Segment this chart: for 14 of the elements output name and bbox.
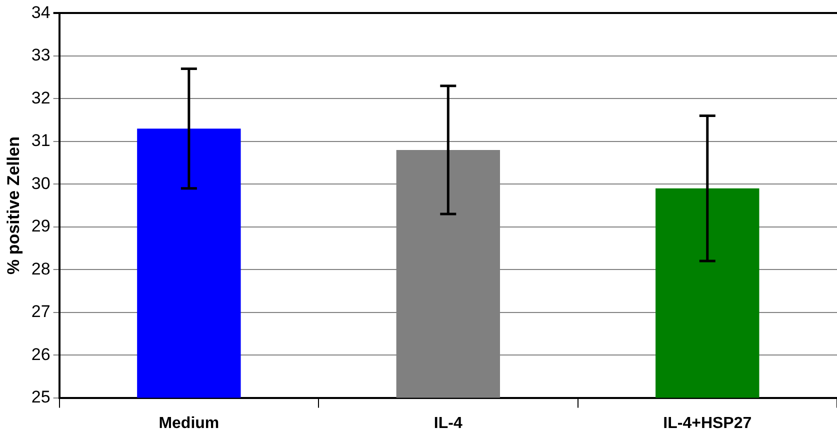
y-tick-label: 27: [31, 302, 50, 322]
y-tick-label: 25: [31, 387, 50, 406]
y-tick-label: 30: [31, 174, 50, 193]
x-tick-label: IL-4+HSP27: [663, 414, 752, 432]
y-tick-label: 33: [31, 46, 50, 65]
y-tick-label: 26: [31, 344, 50, 364]
y-tick-label: 29: [31, 216, 50, 236]
y-axis-title: % positive Zellen: [4, 136, 23, 274]
x-tick-label: IL-4: [434, 414, 462, 432]
y-tick-label: 32: [31, 88, 50, 108]
y-tick-label: 34: [31, 2, 50, 22]
y-tick-label: 31: [31, 131, 50, 150]
y-tick-label: 28: [31, 259, 50, 278]
x-tick-label: Medium: [158, 414, 220, 432]
